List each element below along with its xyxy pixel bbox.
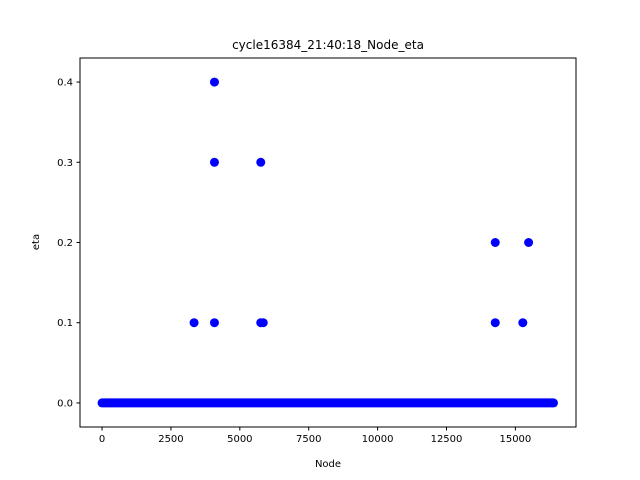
y-tick-label-4: 0.4 xyxy=(57,78,73,89)
data-point-1 xyxy=(209,77,219,87)
data-point-2 xyxy=(209,157,219,167)
y-axis-label: eta xyxy=(31,234,42,250)
y-axis: 0.0 0.1 0.2 0.3 0.4 xyxy=(57,78,80,409)
plot-area xyxy=(80,58,576,427)
data-point-8 xyxy=(490,318,500,328)
data-point-9 xyxy=(518,318,528,328)
x-tick-label-3: 7500 xyxy=(296,434,321,445)
y-tick-label-0: 0.0 xyxy=(57,398,73,409)
data-point-10 xyxy=(524,238,534,247)
data-points xyxy=(97,77,558,408)
x-tick-label-2: 5000 xyxy=(227,434,252,445)
data-point-3 xyxy=(209,318,219,328)
y-tick-label-2: 0.2 xyxy=(57,238,73,249)
x-axis-label: Node xyxy=(315,459,341,470)
data-point-4 xyxy=(256,157,266,167)
x-tick-label-4: 10000 xyxy=(362,434,394,445)
data-point-6 xyxy=(258,318,268,328)
x-tick-label-5: 12500 xyxy=(431,434,463,445)
x-tick-label-0: 0 xyxy=(99,434,105,445)
x-tick-label-6: 15000 xyxy=(499,434,531,445)
data-point-0 xyxy=(189,318,199,328)
x-axis: 0 2500 5000 7500 10000 12500 15000 xyxy=(99,427,531,445)
chart-title: cycle16384_21:40:18_Node_eta xyxy=(232,38,424,52)
data-point-7 xyxy=(490,238,500,247)
y-tick-label-1: 0.1 xyxy=(57,318,73,329)
x-tick-label-1: 2500 xyxy=(158,434,183,445)
y-tick-label-3: 0.3 xyxy=(57,158,73,169)
